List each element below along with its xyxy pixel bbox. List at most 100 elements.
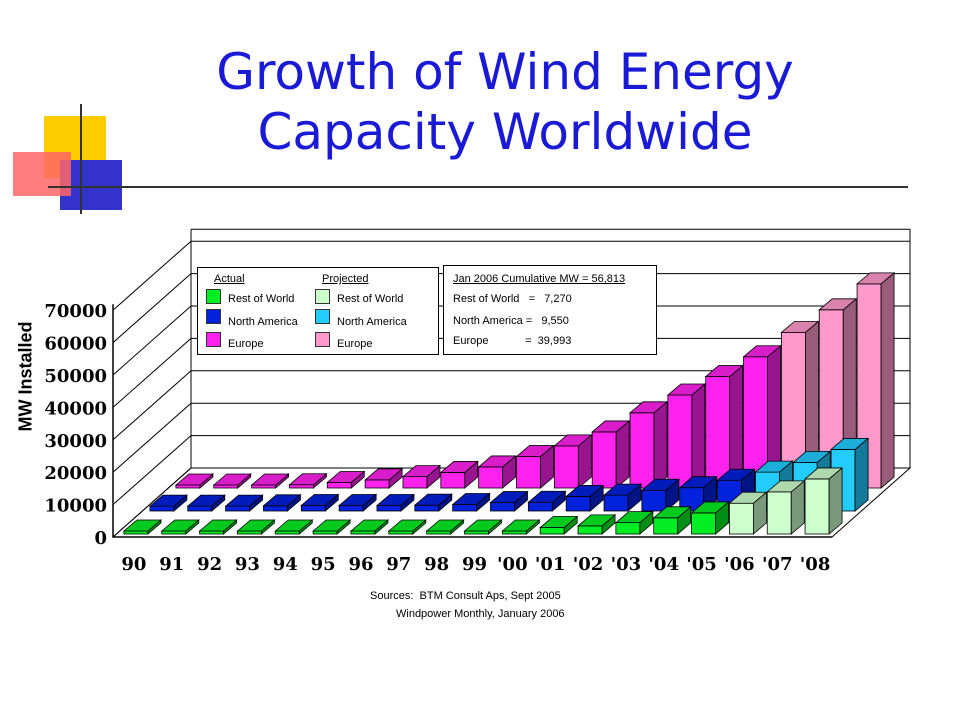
bar-top-rest-of-world-7: [387, 519, 427, 532]
bar-front-rest-of-world-1: [161, 530, 187, 535]
y-tick-label-2: 20000: [44, 463, 107, 484]
bar-top-europe-16: [780, 321, 820, 333]
y-axis-label: MW Installed: [15, 321, 36, 432]
bar-top-europe-4: [326, 471, 366, 483]
x-tick-label-7: 97: [386, 554, 411, 575]
bar-rest-of-world-6: [349, 519, 390, 535]
bar-north-america-3: [262, 493, 302, 512]
bar-top-europe-11: [591, 420, 631, 433]
bar-top-rest-of-world-3: [236, 519, 276, 532]
bar-north-america-4: [300, 493, 340, 512]
bar-front-europe-2: [251, 484, 277, 489]
bar-rest-of-world-3: [236, 519, 276, 535]
bar-top-north-america-7: [413, 493, 453, 506]
y-tick-label-1: 10000: [44, 496, 107, 517]
bar-front-rest-of-world-17: [766, 491, 792, 535]
x-tick-label-12: '02: [573, 554, 604, 575]
x-tick-label-17: '07: [762, 554, 793, 575]
bar-europe-14: [704, 364, 744, 489]
bar-front-north-america-11: [565, 496, 591, 512]
bar-north-america-1: [186, 494, 226, 512]
bar-rest-of-world-8: [425, 519, 465, 535]
info-line-3: North America = 9,550: [453, 315, 569, 327]
bar-europe-13: [666, 383, 706, 489]
bar-europe-11: [591, 420, 631, 489]
grid-line-side-4: [112, 338, 192, 408]
x-tick-label-16: '06: [724, 554, 755, 575]
legend-projected-item-2: North America: [337, 316, 407, 328]
sources-line-1: Sources: BTM Consult Aps, Sept 2005: [370, 590, 561, 602]
bar-top-europe-7: [439, 461, 479, 473]
bar-north-america-12: [602, 483, 643, 512]
bar-front-rest-of-world-11: [539, 527, 565, 535]
bar-top-rest-of-world-9: [463, 519, 503, 532]
x-tick-label-4: 94: [273, 554, 298, 575]
bar-north-america-13: [640, 478, 680, 512]
legend-projected-heading: Projected: [322, 273, 369, 285]
bar-front-rest-of-world-2: [199, 530, 225, 535]
bar-europe-1: [212, 473, 252, 489]
bar-rest-of-world-13: [614, 510, 654, 535]
bar-front-rest-of-world-10: [501, 530, 527, 535]
x-tick-label-14: '04: [648, 554, 679, 575]
x-tick-label-6: 96: [348, 554, 373, 575]
y-tick-label-6: 60000: [44, 334, 107, 355]
bar-top-rest-of-world-13: [614, 511, 654, 524]
legend-swatch-projected-na: [315, 309, 330, 324]
bar-rest-of-world-4: [274, 519, 314, 535]
bar-rest-of-world-10: [501, 519, 541, 535]
bar-rest-of-world-11: [539, 515, 579, 535]
bar-top-north-america-15: [716, 468, 756, 481]
x-tick-label-18: '08: [800, 554, 831, 575]
bar-front-rest-of-world-9: [464, 530, 489, 535]
bar-top-north-america-11: [565, 485, 605, 497]
sources-note: Sources: BTM Consult Aps, Sept 2005 Wind…: [370, 587, 565, 623]
bar-front-rest-of-world-16: [728, 502, 754, 535]
bar-front-north-america-9: [490, 502, 515, 512]
bar-europe-2: [250, 473, 290, 489]
bar-rest-of-world-18: [803, 467, 844, 535]
bar-rest-of-world-16: [728, 491, 768, 535]
y-tick-label-3: 30000: [44, 431, 107, 452]
bar-top-europe-3: [288, 473, 328, 486]
page-title: Growth of Wind Energy Capacity Worldwide: [120, 42, 890, 162]
bar-top-europe-2: [250, 473, 290, 486]
bar-front-europe-7: [440, 472, 466, 489]
bar-front-rest-of-world-18: [804, 478, 830, 535]
bar-front-rest-of-world-7: [388, 530, 414, 535]
info-line-2: Rest of World = 7,270: [453, 293, 572, 305]
legend-swatch-actual-na: [206, 309, 221, 324]
bar-europe-8: [477, 455, 517, 489]
bar-front-europe-9: [516, 456, 541, 489]
bar-europe-3: [288, 472, 328, 489]
bar-europe-9: [515, 444, 555, 489]
grid-line-side-6: [112, 273, 192, 343]
y-tick-label-7: 70000: [44, 301, 107, 322]
bar-north-america-8: [451, 492, 491, 512]
bar-top-rest-of-world-4: [274, 519, 314, 532]
x-tick-label-15: '05: [686, 554, 717, 575]
bar-europe-7: [439, 460, 479, 489]
x-tick-label-8: 98: [424, 554, 449, 575]
x-tick-label-3: 93: [235, 554, 260, 575]
bar-top-north-america-0: [148, 494, 189, 507]
bar-top-rest-of-world-17: [766, 480, 806, 493]
bar-top-europe-18: [855, 272, 896, 285]
bar-front-europe-6: [402, 476, 428, 489]
bar-top-europe-13: [666, 383, 706, 396]
bar-front-rest-of-world-8: [426, 530, 452, 535]
bar-top-rest-of-world-8: [425, 519, 465, 532]
bar-front-north-america-3: [263, 505, 288, 512]
bar-top-north-america-5: [338, 494, 378, 506]
cumulative-info-box: Jan 2006 Cumulative MW = 56,813 Rest of …: [443, 265, 657, 355]
bar-front-north-america-8: [452, 504, 478, 512]
bar-top-rest-of-world-14: [652, 506, 692, 519]
x-tick-label-9: 99: [462, 554, 487, 575]
grid-line-side-1: [112, 435, 192, 505]
bar-top-north-america-16: [754, 460, 794, 473]
sources-line-2: Windpower Monthly, January 2006: [396, 608, 565, 620]
legend-actual-heading: Actual: [214, 273, 245, 285]
bar-front-north-america-0: [149, 505, 175, 512]
bar-north-america-9: [489, 490, 529, 512]
bar-front-europe-5: [364, 479, 390, 489]
